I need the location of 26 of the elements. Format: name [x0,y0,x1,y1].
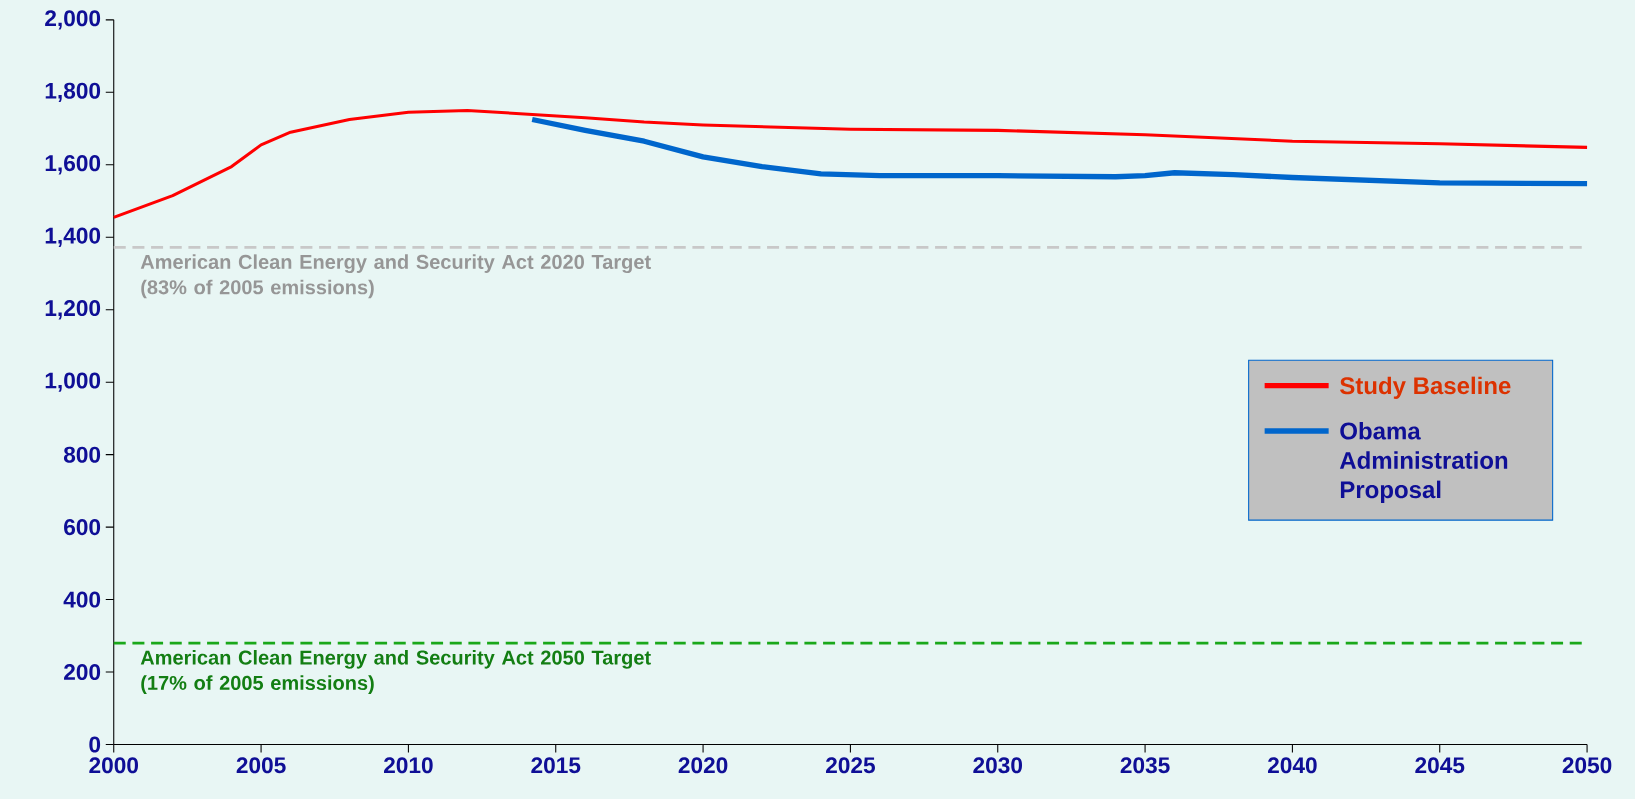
y-tick-label: 0 [89,736,101,753]
x-tick-label: 2010 [383,757,433,774]
y-tick-label: 1,400 [45,227,101,247]
x-tick-label: 2040 [1267,757,1317,774]
legend-label: Study Baseline [1340,376,1511,399]
x-tick-label: 2020 [678,757,728,774]
y-tick-label: 600 [64,519,101,536]
ref-line-label: American Clean Energy and Security Act 2020 Target (83% of 2005 emissions) [140,254,651,299]
legend-label: Obama Administration Proposal [1339,421,1508,503]
ref-line-label: American Clean Energy and Security Act 2050 Target (17% of 2005 emissions) [140,650,651,694]
x-tick-label: 2005 [236,757,286,774]
x-tick-label: 2035 [1120,757,1170,774]
x-tick-label: 2025 [825,757,875,774]
y-tick-label: 1,600 [45,155,101,175]
x-tick-label: 2015 [531,757,581,774]
x-tick-label: 2050 [1562,757,1612,774]
y-tick-label: 200 [64,664,101,681]
y-tick-label: 1,800 [45,82,101,102]
y-tick-label: 400 [63,591,101,608]
y-tick-label: 800 [63,446,101,463]
y-tick-label: 1,200 [45,300,101,320]
y-tick-label: 2,000 [45,10,101,30]
x-tick-label: 2045 [1415,757,1465,774]
x-tick-label: 2030 [973,757,1023,774]
x-tick-label: 2000 [89,757,139,774]
y-tick-label: 1,000 [45,372,101,392]
